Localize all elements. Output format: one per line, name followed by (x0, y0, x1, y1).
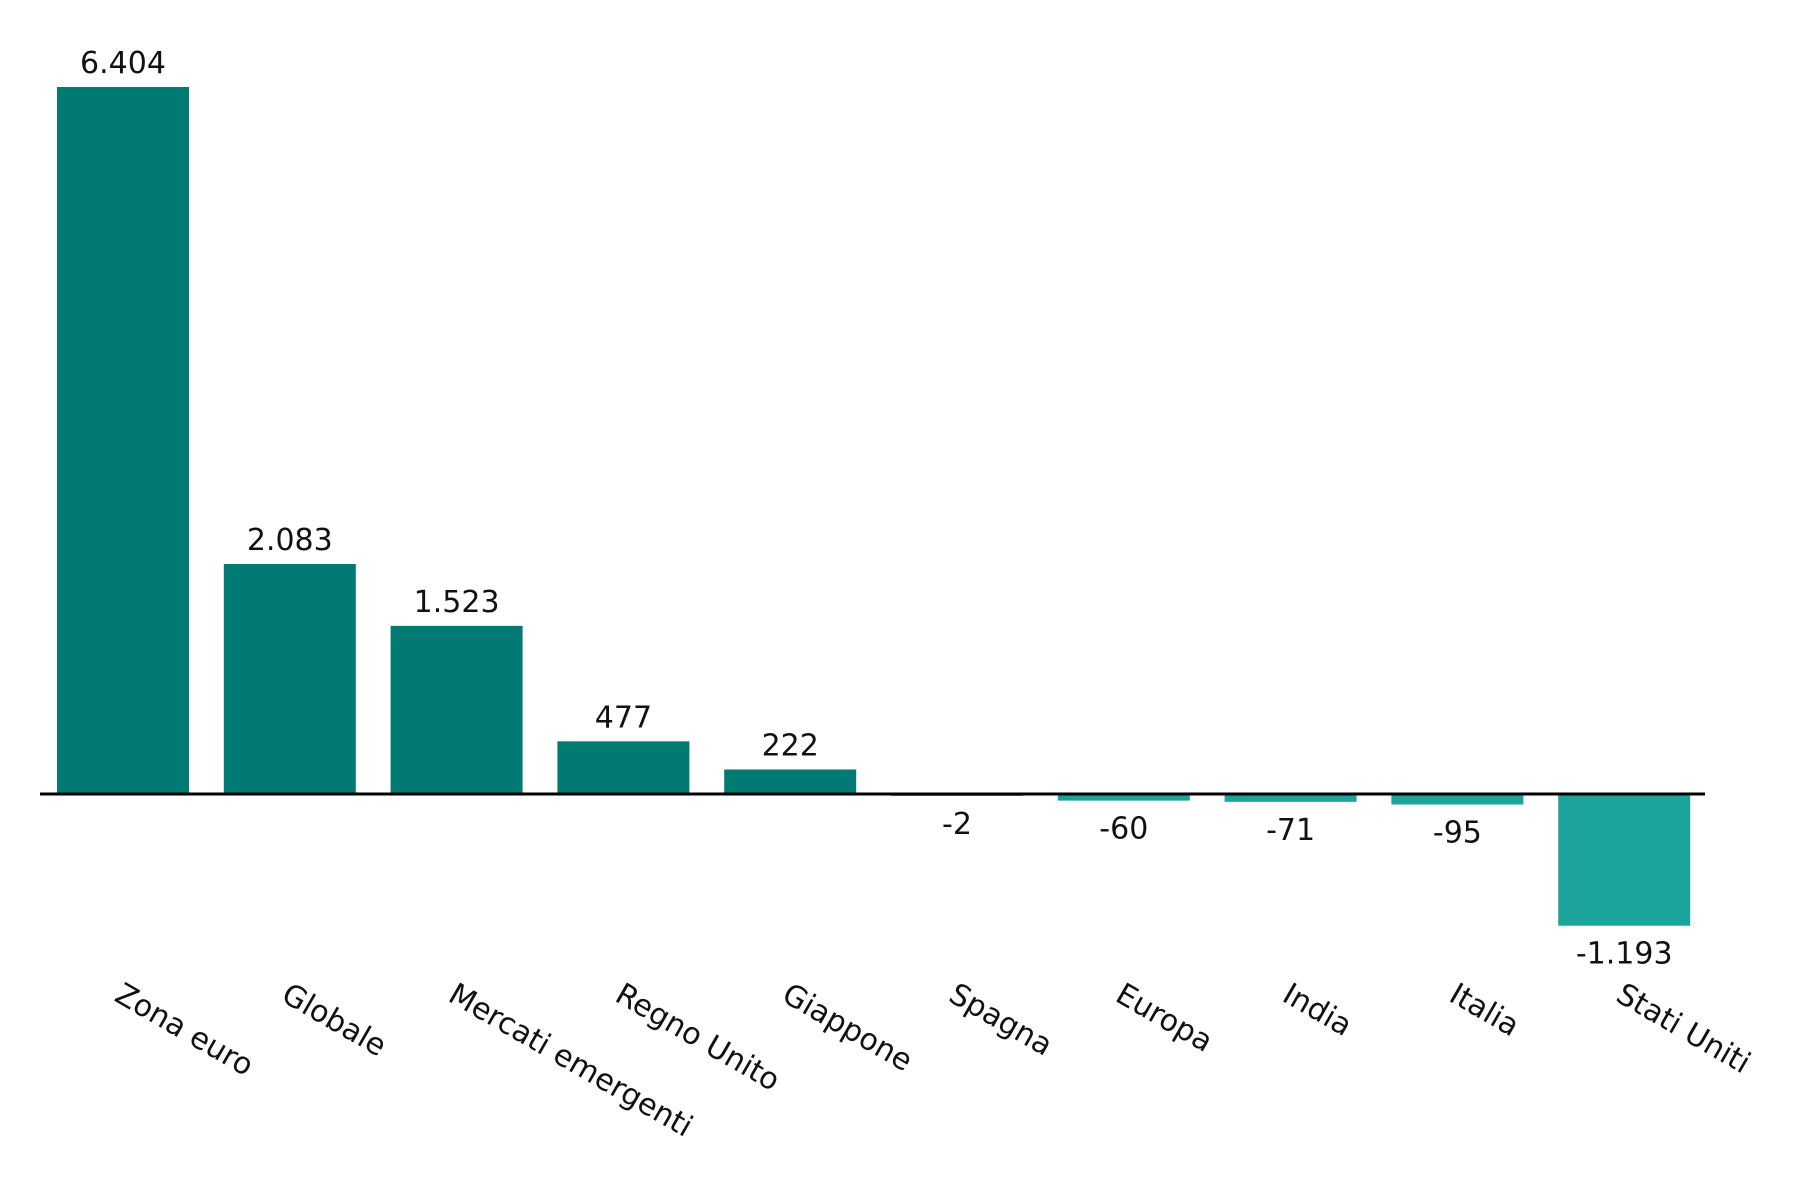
bar-india (1224, 794, 1357, 802)
data-label: 2.083 (247, 523, 333, 558)
bar-globale (223, 564, 356, 794)
data-label: 477 (595, 700, 652, 735)
data-label: 222 (762, 728, 819, 763)
bar-regno-unito (557, 741, 690, 794)
bar-europa (1057, 794, 1190, 801)
x-tick-label: Globale (276, 977, 392, 1064)
x-tick-label: Zona euro (109, 977, 259, 1084)
data-label: -2 (942, 807, 972, 842)
x-tick-label: Spagna (943, 977, 1058, 1064)
data-label: 1.523 (414, 585, 500, 620)
x-tick-label: Italia (1443, 977, 1525, 1044)
data-label: -95 (1433, 815, 1482, 850)
x-tick-label: Europa (1110, 977, 1219, 1060)
data-label: -1.193 (1576, 937, 1673, 972)
x-tick-label: Stati Uniti (1610, 977, 1756, 1081)
bar-giappone (724, 769, 857, 794)
data-label: -71 (1266, 813, 1315, 848)
bar-mercati-emergenti (390, 625, 523, 794)
x-tick-label: Giappone (776, 977, 918, 1079)
bar-stati-uniti (1558, 794, 1691, 926)
bar-italia (1391, 794, 1524, 805)
bar-zona-euro (57, 87, 189, 794)
data-label: 6.404 (80, 46, 166, 81)
data-label: -60 (1099, 812, 1148, 847)
x-tick-label: India (1277, 977, 1358, 1044)
